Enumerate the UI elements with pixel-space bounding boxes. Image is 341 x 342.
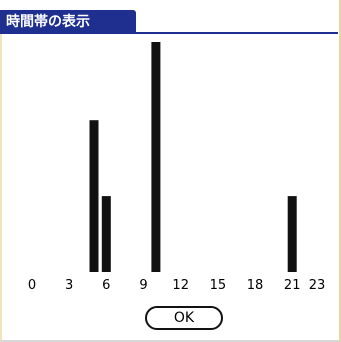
- x-tick-label: 15: [210, 278, 227, 293]
- title-underline: [136, 32, 338, 34]
- x-tick-label: 9: [139, 278, 147, 293]
- window-left-edge: [0, 10, 2, 340]
- ok-button[interactable]: OK: [145, 306, 223, 330]
- x-tick-label: 3: [65, 278, 73, 293]
- bar-hour-10: [151, 42, 161, 272]
- title-bar: 時間帯の表示: [0, 10, 339, 36]
- x-tick-label: 21: [284, 278, 301, 293]
- x-tick-label: 0: [28, 278, 36, 293]
- x-tick-label: 23: [309, 278, 326, 293]
- hour-histogram-chart: 0 3 6 9 12 15 18 21 23: [28, 42, 326, 293]
- bar-hour-21: [287, 196, 297, 272]
- dialog-title: 時間帯の表示: [0, 10, 136, 34]
- x-tick-label: 6: [102, 278, 110, 293]
- x-tick-label: 12: [172, 278, 189, 293]
- bar-hour-5: [89, 120, 99, 272]
- x-tick-label: 18: [247, 278, 264, 293]
- bar-hour-6: [101, 196, 111, 272]
